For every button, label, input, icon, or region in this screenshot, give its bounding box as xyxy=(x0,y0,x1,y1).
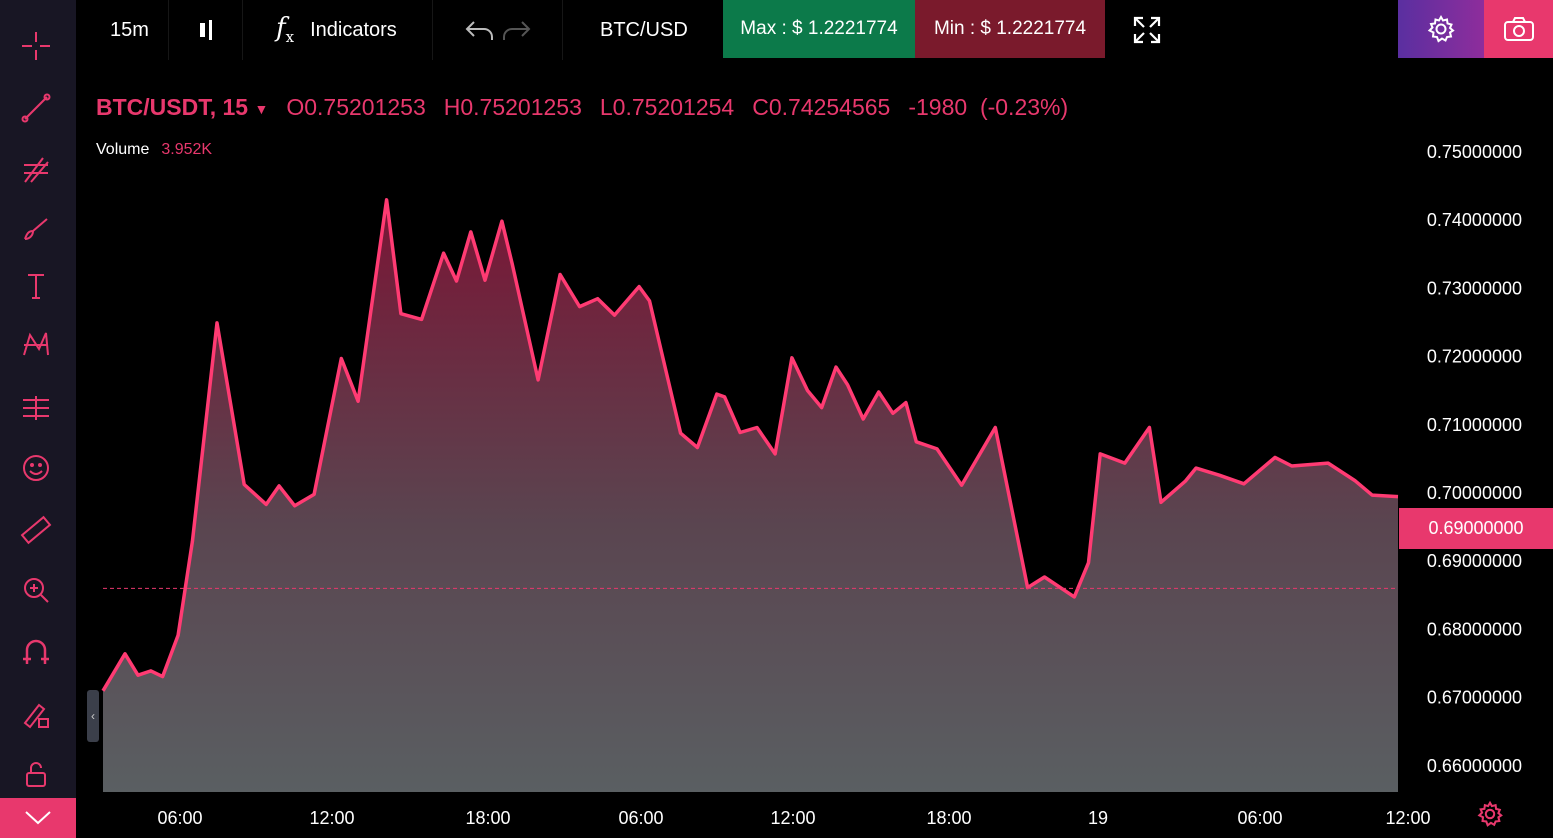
x-tick-label: 12:00 xyxy=(309,808,354,828)
interval-selector[interactable]: 15m xyxy=(110,18,149,41)
pattern-icon[interactable] xyxy=(14,324,58,364)
y-tick-label: 0.68000000 xyxy=(1427,619,1522,639)
y-tick-label: 0.69000000 xyxy=(1427,551,1522,571)
y-tick-label: 0.73000000 xyxy=(1427,278,1522,298)
legend-open: O0.75201253 xyxy=(286,94,426,120)
y-tick-label: 0.70000000 xyxy=(1427,483,1522,503)
caret-down-icon: ▼ xyxy=(254,100,269,117)
fullscreen-icon[interactable] xyxy=(1132,0,1162,60)
x-tick-label: 19 xyxy=(1088,808,1108,828)
volume-legend: Volume 3.952K xyxy=(96,141,212,159)
legend-high: H0.75201253 xyxy=(443,94,582,120)
settings-gear-icon[interactable] xyxy=(1398,0,1484,58)
emoji-icon[interactable] xyxy=(14,448,58,488)
ruler-icon[interactable] xyxy=(14,510,58,550)
camera-icon[interactable] xyxy=(1484,0,1553,58)
min-price-badge: Min : $ 1.2221774 xyxy=(915,0,1105,58)
y-tick-label: 0.72000000 xyxy=(1427,347,1522,367)
y-tick-label: 0.66000000 xyxy=(1427,756,1522,776)
drawing-toolbar xyxy=(0,0,76,838)
text-icon[interactable] xyxy=(14,266,58,306)
current-price-tag: 0.69000000 xyxy=(1399,508,1553,549)
zoom-in-icon[interactable] xyxy=(14,570,58,610)
crosshair-icon[interactable] xyxy=(14,26,58,66)
legend-low: L0.75201254 xyxy=(599,94,735,120)
y-tick-label: 0.67000000 xyxy=(1427,688,1522,708)
legend-symbol[interactable]: BTC/USDT, 15 ▼ xyxy=(96,94,269,120)
legend-change: -1980 (-0.23%) xyxy=(908,94,1069,120)
x-tick-label: 06:00 xyxy=(618,808,663,828)
volume-label: Volume xyxy=(96,141,150,158)
chevron-left-icon[interactable]: ‹ xyxy=(87,690,99,742)
legend-close: C0.74254565 xyxy=(752,94,891,120)
x-tick-label: 12:00 xyxy=(770,808,815,828)
unlock-icon[interactable] xyxy=(14,754,58,794)
fib-icon[interactable] xyxy=(14,150,58,190)
brush-icon[interactable] xyxy=(14,208,58,248)
indicators-button[interactable]: fx Indicators xyxy=(276,13,397,47)
chevron-down-icon[interactable] xyxy=(0,798,76,838)
magnet-icon[interactable] xyxy=(14,632,58,672)
lock-draw-icon[interactable] xyxy=(14,694,58,734)
y-tick-label: 0.75000000 xyxy=(1427,142,1522,162)
x-tick-label: 18:00 xyxy=(465,808,510,828)
undo-icon[interactable] xyxy=(464,0,496,60)
trend-line-icon[interactable] xyxy=(14,88,58,128)
chart-type-icon[interactable] xyxy=(198,0,216,60)
top-toolbar: 15m fx Indicators BTC/USD Max : $ 1.2221… xyxy=(76,0,1553,60)
x-tick-label: 06:00 xyxy=(157,808,202,828)
max-price-badge: Max : $ 1.2221774 xyxy=(723,0,915,58)
price-line xyxy=(101,198,1399,692)
redo-icon[interactable] xyxy=(500,0,532,60)
ohlc-legend: BTC/USDT, 15 ▼ O0.75201253 H0.75201253 L… xyxy=(96,94,1068,121)
x-tick-label: 18:00 xyxy=(926,808,971,828)
x-tick-label: 12:00 xyxy=(1385,808,1430,828)
y-tick-label: 0.71000000 xyxy=(1427,415,1522,435)
volume-value: 3.952K xyxy=(161,141,213,158)
x-tick-label: 06:00 xyxy=(1237,808,1282,828)
axis-settings-icon[interactable] xyxy=(1476,800,1504,828)
measure-icon[interactable] xyxy=(14,388,58,428)
symbol-selector[interactable]: BTC/USD xyxy=(600,18,688,41)
function-icon: fx xyxy=(276,13,295,47)
price-area xyxy=(103,199,1398,793)
y-tick-label: 0.74000000 xyxy=(1427,210,1522,230)
